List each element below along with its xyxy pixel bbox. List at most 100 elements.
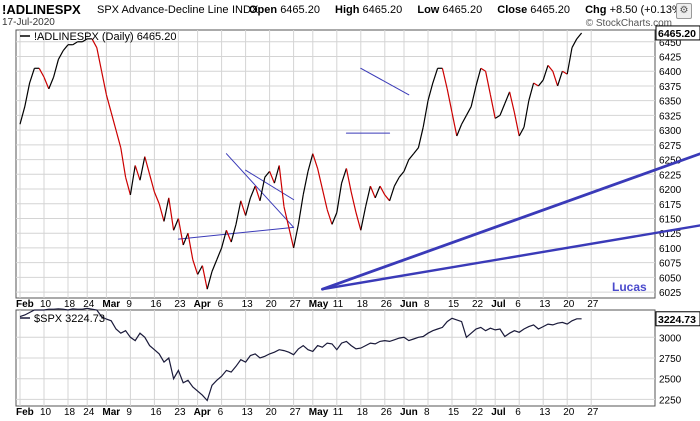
- spx-line: [19, 307, 582, 402]
- change-label: Chg: [585, 4, 607, 16]
- symbol-title[interactable]: !ADLINESPX: [2, 2, 81, 17]
- bottom-xtick-label: 20: [563, 407, 575, 418]
- adline-segment: [129, 165, 136, 196]
- adline-segment: [259, 177, 266, 201]
- bottom-ytick-label: 3000: [659, 333, 682, 344]
- adline-segment: [105, 94, 112, 113]
- adline-segment: [365, 185, 371, 207]
- bottom-xtick-label: 22: [472, 407, 484, 418]
- trendline: [245, 169, 295, 201]
- adline-segment: [57, 50, 64, 60]
- adline-segment: [110, 112, 117, 131]
- adline-segment: [403, 159, 410, 172]
- bottom-xtick-label: 13: [242, 407, 254, 418]
- bottom-last-value-label: 3224.73: [658, 314, 696, 326]
- adline-segment: [125, 177, 131, 196]
- bottom-xtick-label: 26: [381, 407, 393, 418]
- adline-segment: [547, 64, 554, 72]
- top-ytick-label: 6425: [659, 53, 682, 64]
- adline-segment: [499, 103, 506, 116]
- adline-segment: [513, 112, 520, 137]
- adline-segment: [43, 76, 50, 90]
- adline-segment: [201, 265, 208, 290]
- adline-segment: [326, 209, 333, 225]
- top-xtick-label: 6: [218, 299, 224, 310]
- adline-segment: [360, 206, 367, 231]
- adline-segment: [216, 247, 223, 260]
- bottom-xtick-label: 18: [357, 407, 369, 418]
- gear-icon[interactable]: ⚙: [676, 3, 692, 19]
- close-label: Close: [497, 4, 528, 16]
- adline-segment: [144, 156, 151, 175]
- exchange-label: INDX: [232, 4, 259, 16]
- top-last-value-label: 6465.20: [658, 28, 696, 40]
- adline-segment: [355, 212, 362, 231]
- top-ytick-label: 6025: [659, 288, 682, 299]
- top-ytick-label: 6125: [659, 229, 682, 240]
- top-xtick-label: 24: [83, 299, 95, 310]
- adline-segment: [432, 68, 439, 84]
- adline-segment: [384, 194, 391, 202]
- adline-segment: [312, 153, 319, 169]
- high-label: High: [335, 4, 360, 16]
- adline-segment: [461, 115, 467, 125]
- adline-segment: [451, 112, 458, 137]
- adline-segment: [173, 218, 179, 231]
- bottom-xtick-label: 23: [174, 407, 186, 418]
- top-legend-label: !ADLINESPX (Daily) 6465.20: [34, 31, 176, 43]
- bottom-xtick-label: 16: [150, 407, 162, 418]
- low-label: Low: [417, 4, 440, 16]
- adline-segment: [278, 165, 285, 207]
- adline-segment: [53, 59, 59, 78]
- open-label: Open: [249, 4, 278, 16]
- top-last-value-box: [655, 25, 700, 41]
- adline-segment: [331, 212, 338, 225]
- bottom-xtick-label: Feb: [16, 407, 34, 418]
- stockcharts-credit[interactable]: © StockCharts.com: [585, 18, 672, 29]
- bottom-xtick-label: 6: [515, 407, 521, 418]
- adline-segment: [96, 47, 103, 72]
- adline-segment: [115, 129, 122, 148]
- adline-segment: [225, 230, 232, 243]
- adline-segment: [523, 100, 530, 128]
- trendline: [360, 67, 410, 96]
- bottom-ytick-label: 2500: [659, 375, 682, 386]
- adline-segment: [518, 126, 525, 137]
- bottom-xtick-label: Apr: [194, 407, 211, 418]
- adline-segment: [504, 91, 511, 104]
- adline-segment: [48, 76, 55, 90]
- top-xtick-label: 9: [126, 299, 132, 310]
- adline-segment: [566, 47, 573, 75]
- trendline: [321, 224, 700, 291]
- top-xtick-label: Apr: [194, 299, 211, 310]
- bottom-xtick-label: 6: [218, 407, 224, 418]
- bottom-xtick-label: Mar: [102, 407, 120, 418]
- adline-segment: [269, 171, 275, 184]
- adline-segment: [537, 79, 544, 87]
- adline-segment: [240, 200, 247, 216]
- trendline: [177, 226, 295, 240]
- bottom-xtick-label: 20: [266, 407, 278, 418]
- adline-segment: [134, 165, 141, 181]
- bottom-ytick-label: 2250: [659, 395, 682, 406]
- top-xtick-label: 16: [150, 299, 162, 310]
- adline-segment: [182, 232, 189, 246]
- adline-segment: [254, 185, 261, 201]
- top-xtick-label: 22: [472, 299, 484, 310]
- bottom-xtick-label: Jul: [491, 407, 506, 418]
- adline-segment: [557, 71, 563, 87]
- adline-segment: [475, 68, 482, 87]
- top-xtick-label: 20: [266, 299, 278, 310]
- adline-segment: [533, 82, 539, 87]
- adline-segment: [62, 44, 69, 51]
- adline-segment: [542, 65, 549, 81]
- adline-segment: [562, 70, 568, 75]
- top-ytick-label: 6450: [659, 38, 682, 49]
- bottom-xtick-label: 10: [40, 407, 52, 418]
- adline-segment: [571, 38, 578, 48]
- top-xtick-label: 13: [242, 299, 254, 310]
- adline-segment: [197, 265, 203, 275]
- adline-segment: [374, 185, 381, 199]
- adline-segment: [345, 168, 352, 193]
- adline-segment: [389, 185, 395, 201]
